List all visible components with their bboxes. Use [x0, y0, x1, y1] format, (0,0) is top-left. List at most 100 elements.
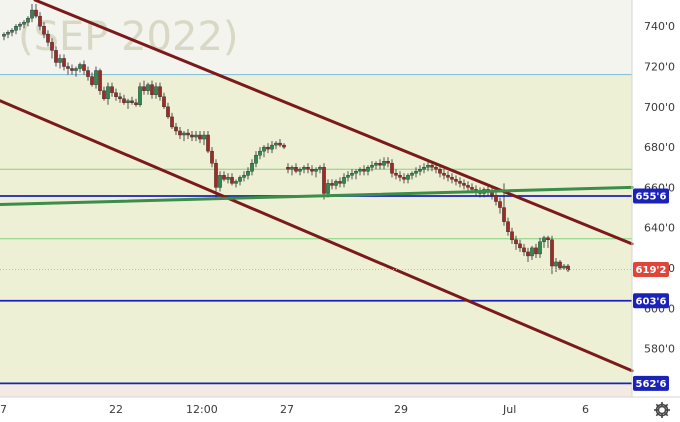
candle-body[interactable] [510, 231, 514, 241]
candle-body[interactable] [106, 86, 110, 99]
candle-body[interactable] [550, 239, 554, 267]
candle-body[interactable] [398, 175, 402, 178]
candle-body[interactable] [150, 84, 154, 95]
candle-body[interactable] [514, 239, 518, 245]
candle-body[interactable] [494, 195, 498, 202]
candle-body[interactable] [426, 165, 430, 168]
candle-body[interactable] [286, 167, 290, 170]
candle-body[interactable] [122, 98, 126, 103]
candle-body[interactable] [506, 221, 510, 232]
candle-body[interactable] [210, 150, 214, 164]
candle-body[interactable] [442, 173, 446, 176]
candle-body[interactable] [462, 183, 466, 186]
candle-body[interactable] [82, 64, 86, 71]
candle-body[interactable] [562, 265, 566, 269]
candle-body[interactable] [410, 173, 414, 176]
candle-body[interactable] [54, 50, 58, 63]
trend-line[interactable] [0, 185, 634, 207]
candle-body[interactable] [530, 247, 534, 257]
candle-body[interactable] [322, 167, 326, 194]
candle-body[interactable] [566, 265, 570, 271]
candle-body[interactable] [554, 261, 558, 267]
candle-body[interactable] [62, 58, 66, 67]
candle-body[interactable] [274, 142, 278, 146]
candle-body[interactable] [190, 134, 194, 138]
candle-body[interactable] [34, 9, 38, 17]
candle-body[interactable] [74, 68, 78, 71]
candle-body[interactable] [266, 146, 270, 150]
candle-body[interactable] [158, 86, 162, 97]
candle-body[interactable] [114, 92, 118, 97]
candle-body[interactable] [98, 70, 102, 91]
candle-body[interactable] [434, 167, 438, 170]
candle-body[interactable] [502, 207, 506, 222]
candle-body[interactable] [50, 42, 54, 51]
candle-body[interactable] [306, 167, 310, 170]
candle-body[interactable] [146, 84, 150, 91]
candle-body[interactable] [538, 241, 542, 255]
gear-icon[interactable] [654, 402, 670, 418]
candle-body[interactable] [326, 183, 330, 194]
candle-body[interactable] [206, 134, 210, 152]
candle-body[interactable] [310, 169, 314, 172]
candle-body[interactable] [438, 169, 442, 174]
candle-body[interactable] [218, 175, 222, 188]
price-badge[interactable] [633, 293, 669, 309]
candle-body[interactable] [6, 32, 10, 35]
candle-body[interactable] [386, 161, 390, 164]
candle-body[interactable] [30, 9, 34, 19]
candle-body[interactable] [278, 142, 282, 146]
candle-body[interactable] [318, 167, 322, 170]
candle-body[interactable] [454, 179, 458, 182]
candle-body[interactable] [170, 116, 174, 128]
candle-body[interactable] [230, 177, 234, 184]
candle-body[interactable] [134, 102, 138, 105]
candle-body[interactable] [446, 175, 450, 178]
candle-body[interactable] [350, 173, 354, 176]
candle-body[interactable] [70, 68, 74, 71]
candle-body[interactable] [430, 165, 434, 168]
candle-body[interactable] [78, 64, 82, 69]
candle-body[interactable] [182, 132, 186, 136]
candle-body[interactable] [10, 30, 14, 33]
candle-body[interactable] [394, 173, 398, 176]
candle-body[interactable] [498, 201, 502, 208]
candle-body[interactable] [370, 165, 374, 168]
candle-body[interactable] [26, 17, 30, 23]
candle-body[interactable] [186, 132, 190, 136]
candle-body[interactable] [534, 247, 538, 255]
candle-body[interactable] [290, 167, 294, 170]
candle-body[interactable] [14, 25, 18, 31]
candle-body[interactable] [138, 86, 142, 105]
candle-body[interactable] [66, 66, 70, 69]
trend-line[interactable] [33, 0, 634, 246]
candle-body[interactable] [22, 21, 26, 25]
candle-body[interactable] [242, 175, 246, 178]
candle-body[interactable] [46, 34, 50, 43]
candle-body[interactable] [354, 171, 358, 174]
candle-body[interactable] [214, 163, 218, 188]
candle-body[interactable] [366, 167, 370, 172]
candle-body[interactable] [422, 167, 426, 170]
candle-body[interactable] [374, 163, 378, 166]
candle-body[interactable] [558, 261, 562, 269]
candle-body[interactable] [522, 247, 526, 253]
price-badge[interactable] [633, 188, 669, 204]
candle-body[interactable] [118, 96, 122, 99]
candle-body[interactable] [418, 169, 422, 172]
candle-body[interactable] [142, 86, 146, 91]
candle-body[interactable] [194, 134, 198, 138]
candle-body[interactable] [86, 70, 90, 77]
candle-body[interactable] [358, 169, 362, 172]
candle-body[interactable] [526, 251, 530, 257]
candle-body[interactable] [162, 96, 166, 108]
candle-body[interactable] [102, 90, 106, 99]
candle-body[interactable] [334, 181, 338, 186]
candle-body[interactable] [130, 100, 134, 103]
candle-body[interactable] [466, 185, 470, 188]
candle-body[interactable] [378, 163, 382, 166]
candle-body[interactable] [238, 177, 242, 182]
candle-body[interactable] [126, 100, 130, 103]
candle-body[interactable] [402, 177, 406, 180]
